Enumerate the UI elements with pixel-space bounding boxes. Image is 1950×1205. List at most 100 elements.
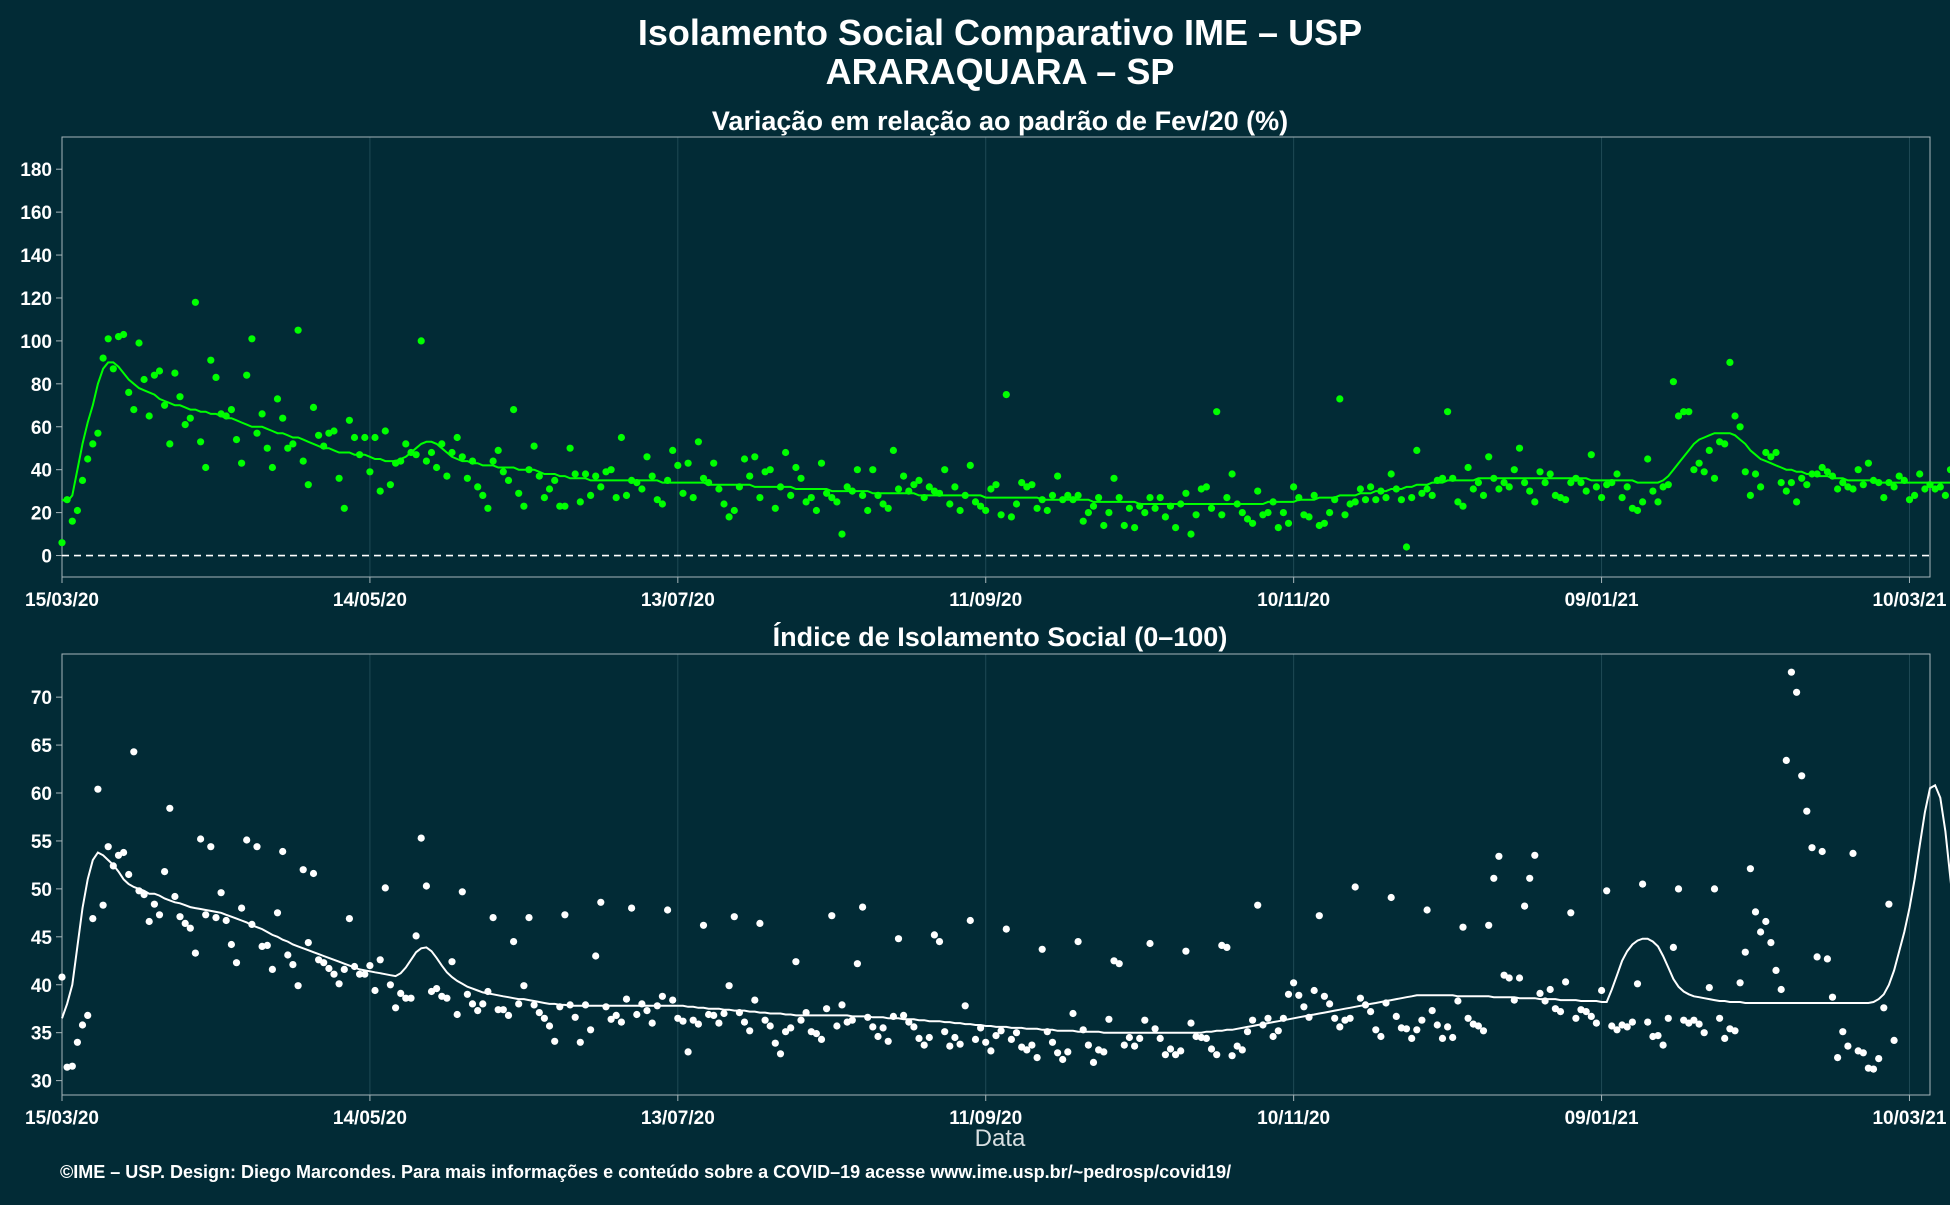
- data-point: [1823, 955, 1831, 963]
- data-point: [202, 911, 210, 919]
- data-point: [1798, 772, 1806, 780]
- data-point: [710, 459, 718, 467]
- data-point: [592, 952, 600, 960]
- data-point: [1474, 1022, 1482, 1030]
- data-point: [1510, 466, 1518, 474]
- data-point: [1885, 900, 1893, 908]
- data-point: [1690, 1016, 1698, 1024]
- data-point: [699, 474, 708, 482]
- data-point: [186, 924, 194, 932]
- data-point: [350, 433, 359, 442]
- data-point: [1274, 524, 1282, 532]
- x-tick-label: 10/11/20: [1257, 1108, 1330, 1129]
- data-point: [1685, 408, 1693, 416]
- data-point: [499, 468, 507, 476]
- data-point: [1079, 1026, 1087, 1034]
- data-point: [1762, 917, 1770, 926]
- data-point: [1382, 494, 1390, 502]
- data-point: [207, 356, 215, 364]
- data-point: [1474, 479, 1482, 487]
- data-point: [638, 485, 646, 493]
- data-point: [920, 494, 928, 502]
- data-point: [1023, 1046, 1031, 1054]
- data-point: [217, 889, 225, 897]
- data-point: [1213, 408, 1221, 416]
- data-point: [1284, 519, 1293, 527]
- data-point: [1618, 494, 1626, 502]
- data-point: [484, 987, 492, 996]
- data-point: [1326, 1000, 1334, 1008]
- data-point: [910, 1023, 918, 1031]
- data-point: [848, 487, 856, 495]
- data-point: [1254, 901, 1262, 909]
- data-point: [509, 406, 518, 414]
- data-point: [556, 1003, 564, 1011]
- data-point: [879, 500, 887, 508]
- data-point: [335, 980, 343, 988]
- data-point: [1639, 880, 1647, 888]
- data-point: [1454, 498, 1462, 506]
- data-point: [853, 466, 862, 474]
- data-point: [1587, 451, 1595, 459]
- data-point: [176, 393, 184, 401]
- data-point: [1243, 1028, 1252, 1036]
- data-point: [1444, 408, 1452, 416]
- data-point: [1592, 483, 1600, 491]
- data-point: [823, 1005, 831, 1013]
- data-point: [109, 365, 117, 373]
- data-point: [771, 504, 779, 512]
- data-point: [1844, 1042, 1852, 1050]
- data-point: [1736, 979, 1744, 987]
- data-point: [545, 485, 554, 493]
- data-point: [900, 472, 908, 480]
- data-point: [73, 1038, 81, 1046]
- data-point: [468, 1000, 477, 1008]
- data-point: [345, 416, 353, 424]
- data-point: [1510, 996, 1518, 1004]
- data-point: [1505, 974, 1513, 982]
- data-point: [238, 904, 246, 912]
- data-point: [366, 468, 374, 476]
- footer-credit: ©IME – USP. Design: Diego Marcondes. Par…: [60, 1162, 1231, 1182]
- data-point: [1921, 485, 1929, 493]
- data-point: [479, 491, 487, 499]
- data-point: [792, 958, 800, 966]
- data-point: [1418, 489, 1426, 497]
- data-point: [1367, 483, 1375, 491]
- data-point: [468, 457, 477, 465]
- data-point: [489, 914, 497, 922]
- data-point: [1880, 494, 1888, 502]
- data-point: [1136, 502, 1144, 510]
- data-point: [1315, 912, 1323, 920]
- data-point: [966, 461, 974, 469]
- data-point: [977, 502, 985, 510]
- data-point: [1331, 496, 1339, 504]
- data-point: [1546, 470, 1554, 478]
- data-point: [971, 498, 980, 506]
- data-point: [279, 414, 287, 422]
- data-point: [1336, 395, 1344, 403]
- data-point: [1290, 979, 1298, 987]
- data-point: [150, 371, 158, 379]
- data-point: [1500, 479, 1508, 487]
- data-point: [1233, 500, 1241, 508]
- data-point: [535, 1009, 543, 1017]
- data-point: [1361, 496, 1370, 504]
- data-point: [658, 992, 667, 1000]
- data-point: [1659, 1041, 1667, 1049]
- data-point: [1320, 992, 1328, 1000]
- data-point: [771, 1039, 779, 1047]
- data-point: [1572, 1014, 1580, 1022]
- data-point: [607, 1015, 615, 1023]
- data-point: [1710, 474, 1719, 482]
- data-point: [1664, 481, 1672, 489]
- data-point: [238, 459, 246, 467]
- data-point: [900, 1011, 908, 1020]
- data-point: [1787, 668, 1795, 676]
- data-point: [951, 483, 959, 491]
- data-point: [417, 834, 425, 842]
- data-point: [1515, 444, 1524, 452]
- data-point: [669, 996, 677, 1004]
- data-point: [304, 481, 312, 489]
